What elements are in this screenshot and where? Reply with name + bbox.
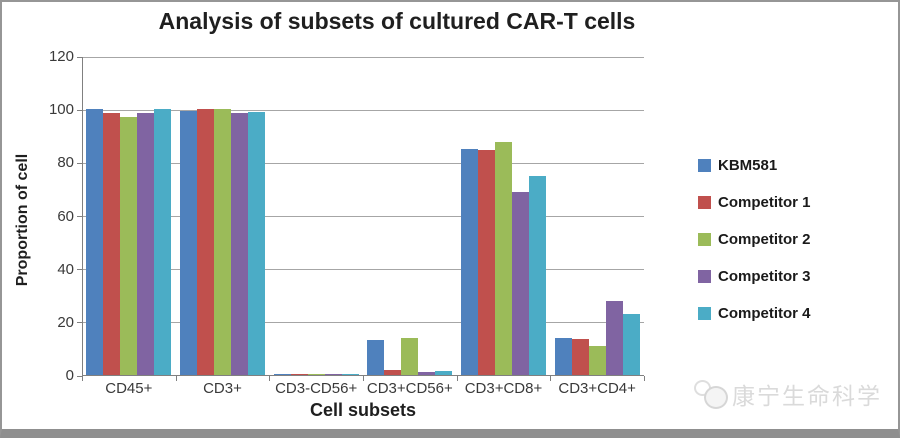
bar-CD45+-Competitor 4 [154,109,172,375]
bar-CD3-CD56+-Competitor 1 [290,373,308,375]
x-category-label-CD3+CD8+: CD3+CD8+ [464,380,543,397]
y-tick-mark [77,269,82,271]
bar-CD3+CD56+-Competitor 1 [384,369,402,375]
chart-legend: KBM581 Competitor 1 Competitor 2 Competitor… [698,156,811,343]
bar-CD3+CD8+-Competitor 3 [512,191,529,375]
legend-swatch-icon [698,232,711,246]
legend-label: Competitor 1 [718,193,811,211]
x-category-label-CD3+: CD3+ [203,380,242,397]
bar-CD3+CD8+-Competitor 1 [478,150,495,375]
x-category-label-CD3+CD4+: CD3+CD4+ [558,380,636,397]
watermark: 康宁生命科学 [692,376,882,412]
bar-CD3+-Competitor 2 [214,109,231,375]
gridline-80 [82,162,644,164]
legend-swatch-icon [698,195,711,209]
bar-CD3-CD56+-Competitor 3 [324,373,342,375]
legend-label: Competitor 4 [718,304,811,322]
y-tick-label: 20 [57,313,74,331]
legend-item-Competitor 1: Competitor 1 [698,193,811,211]
legend-swatch-icon [698,269,711,283]
bar-CD3+-Competitor 4 [248,111,265,375]
legend-swatch-icon [698,158,711,172]
bar-CD3-CD56+-KBM581 [273,373,291,375]
y-tick-label: 40 [57,260,74,278]
legend-label: Competitor 3 [718,267,811,285]
y-tick-mark [77,56,82,58]
x-tick-mark [644,376,645,381]
bar-CD3-CD56+-Competitor 4 [341,373,359,375]
legend-item-KBM581: KBM581 [698,156,811,174]
x-tick-mark [550,376,552,381]
bar-CD3+CD4+-Competitor 1 [571,338,589,375]
chart-title: Analysis of subsets of cultured CAR-T ce… [158,8,636,34]
legend-item-Competitor 3: Competitor 3 [698,267,811,285]
x-category-label-CD3+CD56+: CD3+CD56+ [366,380,453,397]
y-tick-label: 80 [57,154,74,172]
x-category-label-CD45+: CD45+ [105,380,153,397]
y-tick-mark [77,322,82,324]
bar-CD3+CD56+-Competitor 2 [401,337,419,375]
y-tick-label: 100 [48,101,74,119]
y-tick-label: 60 [57,207,74,225]
bar-CD3+CD56+-Competitor 4 [435,371,453,375]
bar-CD3+CD8+-Competitor 4 [529,175,546,375]
gridline-120 [82,56,644,58]
bar-CD45+-KBM581 [86,109,104,375]
bar-CD3+CD4+-Competitor 4 [622,313,640,375]
bar-CD3+-Competitor 3 [231,113,248,375]
gridline-100 [82,109,644,111]
bar-CD3+CD4+-Competitor 2 [588,345,606,375]
x-axis-line [82,375,644,376]
bar-CD3+CD56+-Competitor 3 [418,372,436,375]
plot-area [77,56,645,381]
y-tick-mark [77,109,82,111]
gridline-20 [82,322,644,324]
y-tick-label: 120 [48,48,74,65]
y-tick-mark [77,375,82,377]
x-tick-mark [269,376,271,381]
legend-item-Competitor 2: Competitor 2 [698,230,811,248]
bar-CD3+-KBM581 [180,111,197,375]
legend-label: KBM581 [718,156,778,174]
bar-CD3+CD8+-Competitor 2 [495,142,512,375]
bar-CD3-CD56+-Competitor 2 [307,373,325,375]
x-tick-mark [363,376,364,381]
bar-CD3+CD56+-KBM581 [367,340,385,375]
legend-label: Competitor 2 [718,230,811,248]
bar-CD3+-Competitor 1 [197,109,214,375]
y-tick-mark [77,162,82,164]
watermark-text: 康宁生命科学 [732,383,882,409]
x-tick-mark [82,376,83,381]
bar-CD45+-Competitor 1 [103,113,121,375]
bar-CD45+-Competitor 2 [120,117,138,375]
x-category-label-CD3-CD56+: CD3-CD56+ [275,380,358,397]
bar-CD3+CD4+-KBM581 [554,337,572,375]
x-axis-title: Cell subsets [309,400,417,420]
x-tick-mark [456,376,458,381]
bar-CD3+CD8+-KBM581 [461,149,478,375]
company-logo-icon [692,376,732,412]
gridline-40 [82,269,644,271]
y-tick-label: 0 [65,367,74,384]
x-tick-mark [175,376,177,381]
y-tick-mark [77,216,82,217]
y-axis-line [82,57,83,376]
legend-swatch-icon [698,306,711,320]
legend-item-Competitor 4: Competitor 4 [698,304,811,322]
gridline-60 [82,216,644,217]
bar-CD3+CD4+-Competitor 3 [605,300,623,375]
bar-CD45+-Competitor 3 [137,112,155,375]
